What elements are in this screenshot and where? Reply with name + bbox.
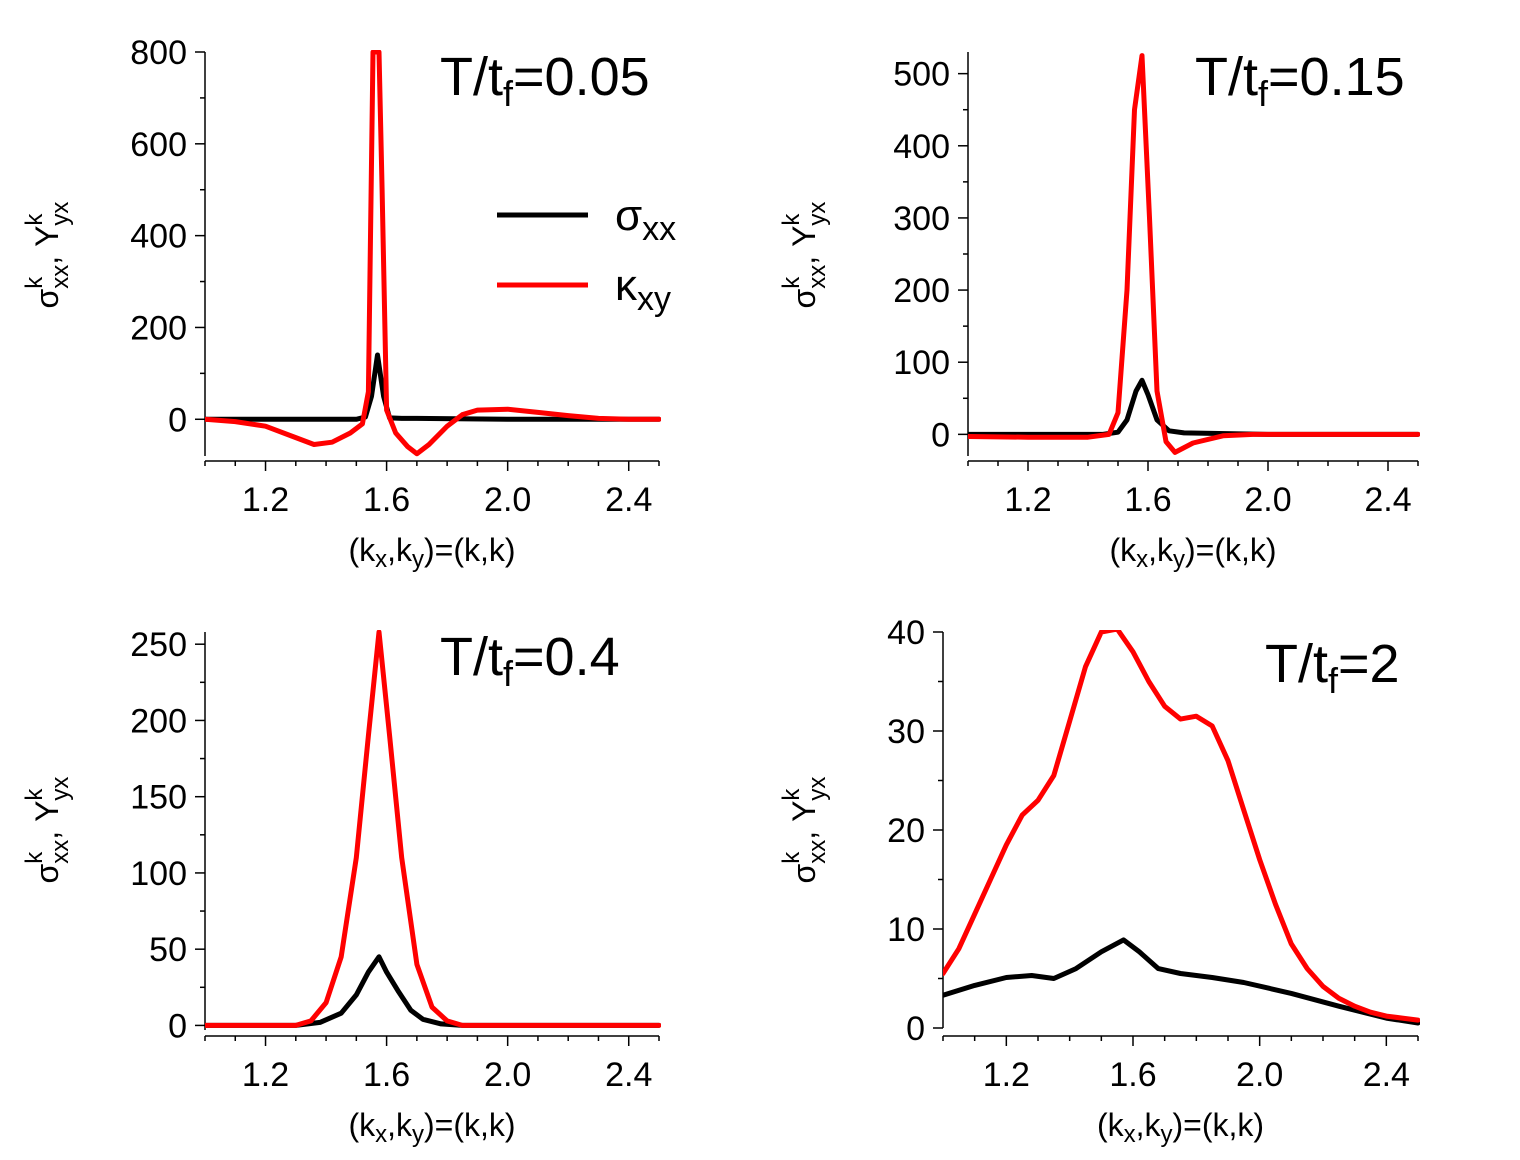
y-axis-label: σkxx, Υkyx [778, 777, 831, 884]
series-kappa-xy-line [205, 630, 661, 1028]
series-sigma-xx-line [943, 937, 1420, 1026]
y-tick-label: 100 [130, 855, 187, 893]
series-sigma-xx-line [205, 954, 661, 1028]
y-tick-label: 200 [130, 702, 187, 740]
x-tick-label: 1.6 [1109, 1056, 1156, 1094]
x-axis-label: (kx,ky)=(k,k) [1097, 1107, 1264, 1148]
y-tick-label: 10 [887, 911, 925, 949]
series-kappa-xy-line [968, 53, 1420, 455]
x-tick-label: 2.4 [605, 481, 652, 519]
y-tick-label: 150 [130, 779, 187, 817]
panel-1: 0 200 400 600 800 1.2 1.6 2.0 2.4 (kx,ky)=(k,k) σk… [21, 34, 676, 573]
x-axis-label: (kx,ky)=(k,k) [1109, 532, 1276, 573]
series-kappa-xy-line [943, 630, 1420, 1023]
x-tick-label: 2.0 [484, 481, 531, 519]
x-tick-label: 2.4 [1364, 481, 1411, 519]
x-tick-label: 1.6 [1124, 481, 1171, 519]
x-tick-label: 1.2 [983, 1056, 1030, 1094]
x-tick-label: 2.4 [605, 1056, 652, 1094]
y-tick-label: 0 [168, 1007, 187, 1045]
x-tick-label: 2.4 [1363, 1056, 1410, 1094]
x-tick-label: 2.0 [1236, 1056, 1283, 1094]
y-tick-label: 800 [130, 34, 187, 72]
panel-title: T/tf=2 [1265, 634, 1400, 701]
y-axis-label: σkxx, Υkyx [778, 202, 831, 309]
y-tick-label: 0 [168, 401, 187, 439]
x-tick-label: 1.6 [363, 1056, 410, 1094]
x-tick-label: 1.2 [242, 1056, 289, 1094]
x-tick-label: 2.0 [1244, 481, 1291, 519]
panel-3: 0 50 100 150 200 250 1.2 1.6 2.0 2.4 (kx,ky)=(k,k)… [21, 626, 661, 1148]
y-axis-label: σkxx, Υkyx [21, 777, 74, 884]
panel-title: T/tf=0.05 [440, 47, 650, 114]
x-tick-label: 1.6 [363, 481, 410, 519]
y-tick-label: 30 [887, 713, 925, 751]
legend-entry: κxy [615, 261, 671, 318]
y-tick-label: 0 [906, 1010, 925, 1048]
x-axis-label: (kx,ky)=(k,k) [348, 1107, 515, 1148]
y-tick-label: 250 [130, 626, 187, 664]
y-tick-label: 0 [931, 416, 950, 454]
series-sigma-xx-line [205, 352, 661, 422]
y-tick-label: 500 [893, 56, 950, 94]
y-tick-label: 100 [893, 344, 950, 382]
legend-entry: σxx [615, 191, 676, 248]
panel-2: 0 100 200 300 400 500 1.2 1.6 2.0 2.4 (kx,ky)=(k,k… [778, 47, 1420, 573]
y-tick-label: 400 [130, 218, 187, 256]
y-tick-label: 200 [893, 272, 950, 310]
y-tick-label: 600 [130, 126, 187, 164]
y-axis-label: σkxx, Υkyx [21, 202, 74, 309]
panel-title: T/tf=0.15 [1195, 47, 1405, 114]
x-axis-label: (kx,ky)=(k,k) [348, 532, 515, 573]
y-tick-label: 200 [130, 309, 187, 347]
panel-title: T/tf=0.4 [440, 627, 620, 694]
y-tick-label: 50 [149, 931, 187, 969]
x-tick-label: 1.2 [1004, 481, 1051, 519]
y-tick-label: 300 [893, 200, 950, 238]
x-tick-label: 2.0 [484, 1056, 531, 1094]
y-tick-label: 40 [887, 614, 925, 652]
panel-4: 0 10 20 30 40 1.2 1.6 2.0 2.4 (kx,ky)=(k,k) σkxx, … [778, 614, 1420, 1148]
y-tick-label: 20 [887, 812, 925, 850]
series-sigma-xx-line [968, 377, 1420, 437]
x-tick-label: 1.2 [242, 481, 289, 519]
series-kappa-xy-line [205, 50, 661, 457]
y-tick-label: 400 [893, 128, 950, 166]
